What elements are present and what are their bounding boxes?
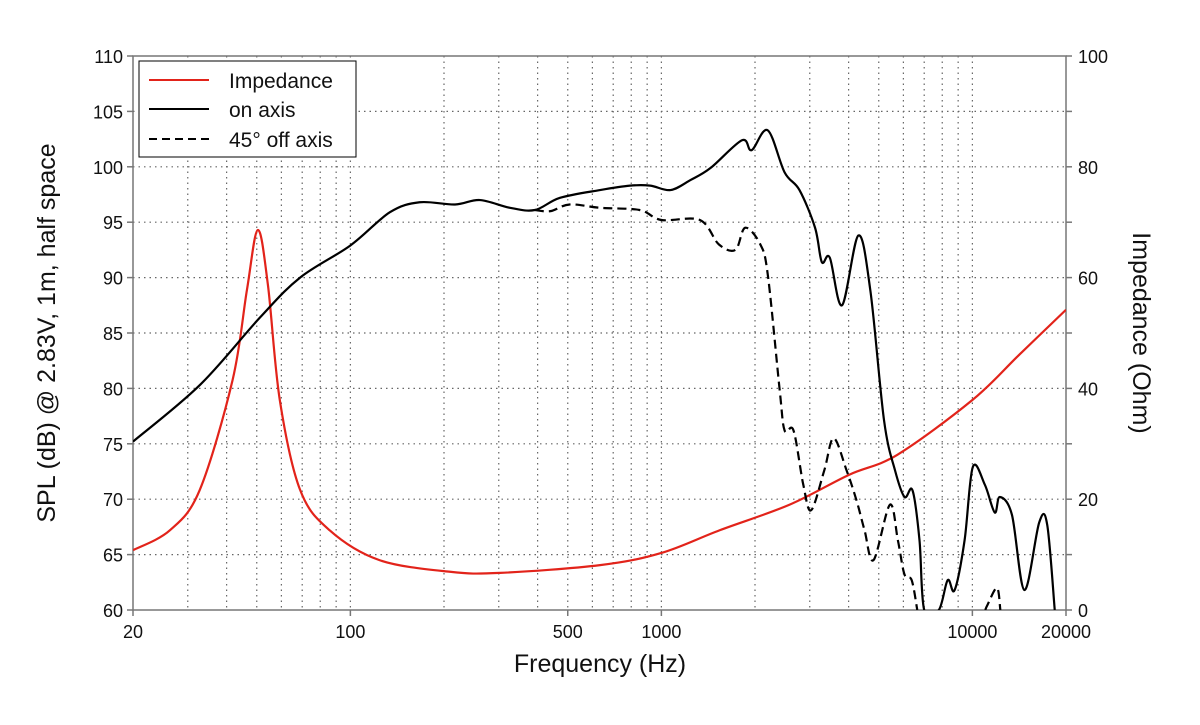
y-tick-label: 105	[93, 102, 123, 122]
x-tick-label: 20	[123, 622, 143, 642]
legend: Impedance on axis 45° off axis	[138, 60, 357, 158]
y-tick-label: 75	[103, 435, 123, 455]
y2-axis-label: Impedance (Ohm)	[1127, 232, 1155, 433]
y-tick-label: 85	[103, 324, 123, 344]
x-tick-label: 100	[335, 622, 365, 642]
x-tick-label: 10000	[947, 622, 997, 642]
y-tick-label: 60	[103, 601, 123, 621]
y2-tick-label: 40	[1078, 379, 1098, 399]
series-line-45-off-axis-hf-	[984, 586, 1002, 610]
series-line-on-axis	[133, 128, 1056, 610]
y-axis-label: SPL (dB) @ 2.83V, 1m, half space	[33, 143, 61, 522]
y2-tick-label: 60	[1078, 269, 1098, 289]
legend-label-impedance: Impedance	[229, 70, 333, 93]
y2-tick-label: 0	[1078, 601, 1088, 621]
y-tick-label: 100	[93, 158, 123, 178]
y-tick-label: 80	[103, 379, 123, 399]
y-tick-label: 65	[103, 546, 123, 566]
y2-tick-label: 100	[1078, 47, 1108, 67]
y2-tick-label: 80	[1078, 158, 1098, 178]
y-tick-label: 110	[94, 47, 123, 67]
y2-tick-label: 20	[1078, 490, 1098, 510]
series-lines	[133, 128, 1066, 610]
x-axis-label: Frequency (Hz)	[514, 650, 686, 678]
y-tick-label: 90	[103, 269, 123, 289]
series-line-45-off-axis	[534, 203, 919, 610]
x-tick-label: 500	[553, 622, 583, 642]
legend-label-off-axis: 45° off axis	[229, 129, 333, 152]
y-tick-label: 70	[103, 490, 123, 510]
axes: 60 65 70 75 80 85 90 95 100 105 110 0 20 40 60 80 100 20 1…	[93, 47, 1108, 642]
x-tick-label: 20000	[1041, 622, 1091, 642]
x-tick-label: 1000	[641, 622, 681, 642]
y-tick-label: 95	[103, 213, 123, 233]
legend-label-on-axis: on axis	[229, 99, 296, 122]
series-line-impedance	[133, 228, 1066, 575]
